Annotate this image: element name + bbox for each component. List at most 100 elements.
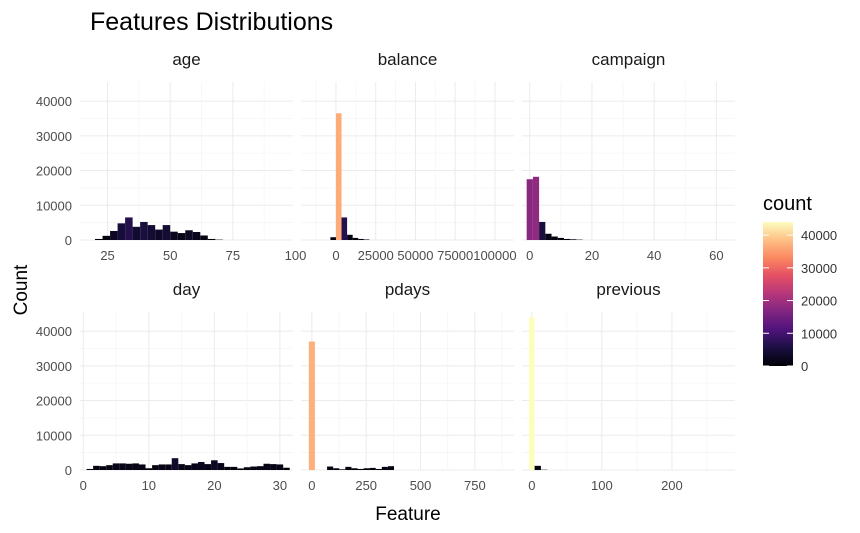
y-tick-label: 0 xyxy=(65,233,72,248)
histogram-bar xyxy=(230,466,238,470)
y-tick-label: 20000 xyxy=(36,164,72,179)
histogram-bar xyxy=(191,463,198,470)
legend-tick-label: 20000 xyxy=(801,294,837,309)
histogram-bar xyxy=(145,468,153,470)
y-tick-label: 0 xyxy=(65,463,72,478)
facet-strip-label: balance xyxy=(378,50,438,69)
x-tick-label: 75000 xyxy=(437,248,473,263)
facet-panel-pdays: pdays 0 250 500 750 xyxy=(301,280,514,493)
x-tick-label: 0 xyxy=(80,478,87,493)
histogram-bar xyxy=(347,234,353,240)
x-tick-label: 50000 xyxy=(397,248,433,263)
histogram-bar xyxy=(351,468,358,470)
histogram-bar xyxy=(345,466,352,470)
histogram-bar xyxy=(357,468,364,470)
histogram-bar xyxy=(170,231,178,240)
x-tick-label: 250 xyxy=(355,478,377,493)
histogram-bar xyxy=(330,237,336,240)
histogram-bar xyxy=(138,464,146,470)
y-tick-label: 10000 xyxy=(36,198,72,213)
x-tick-label: 40 xyxy=(647,248,661,263)
histogram-bar xyxy=(147,225,156,240)
histogram-bar xyxy=(125,463,133,470)
histogram-bar xyxy=(534,465,541,470)
histogram-bar xyxy=(270,464,277,470)
histogram-bar xyxy=(86,468,94,470)
facet-panel-age: age 25 50 75 100 0 10000 20000 30000 40000 xyxy=(36,50,307,263)
histogram-bar xyxy=(211,460,218,470)
histogram-bar xyxy=(200,235,208,240)
x-tick-label: 60 xyxy=(709,248,723,263)
histogram-bar xyxy=(327,466,334,470)
x-tick-label: 10 xyxy=(142,478,156,493)
histogram-bar xyxy=(106,465,113,470)
histogram-bar xyxy=(102,235,111,240)
histogram-bar xyxy=(358,238,364,240)
histogram-bar xyxy=(119,463,126,470)
y-axis-title: Count xyxy=(11,264,32,315)
histogram-bar xyxy=(204,464,212,470)
histogram-bar xyxy=(185,230,193,240)
histogram-bar xyxy=(152,465,159,470)
histogram-bar xyxy=(207,238,216,240)
histogram-bar xyxy=(155,229,163,240)
facet-panel-balance: balance 0 25000 50000 75000 100000 xyxy=(301,50,517,263)
histogram-bar xyxy=(283,467,290,470)
histogram-bar xyxy=(184,465,192,470)
histogram-bar xyxy=(237,468,244,470)
histogram-bar xyxy=(250,466,257,470)
x-tick-label: 200 xyxy=(661,478,683,493)
x-tick-label: 100000 xyxy=(473,248,516,263)
x-tick-label: 500 xyxy=(410,478,432,493)
histogram-bar xyxy=(557,237,564,240)
y-tick-label: 20000 xyxy=(36,394,72,409)
histogram-bar xyxy=(341,217,348,240)
histogram-bar xyxy=(563,238,571,240)
histogram-bar xyxy=(551,236,558,240)
x-tick-label: 100 xyxy=(285,248,307,263)
histogram-bar xyxy=(352,237,359,240)
legend-tick-label: 10000 xyxy=(801,326,837,341)
y-tick-label: 10000 xyxy=(36,428,72,443)
histogram-bar xyxy=(140,221,148,240)
histogram-bar xyxy=(276,464,284,470)
histogram-bar xyxy=(570,239,577,240)
histogram-bar xyxy=(125,217,133,240)
x-tick-label: 0 xyxy=(526,248,533,263)
legend-tick-label: 30000 xyxy=(801,261,837,276)
histogram-bar xyxy=(117,223,126,240)
histogram-bar xyxy=(162,225,171,240)
x-tick-label: 100 xyxy=(591,478,613,493)
histogram-bar xyxy=(217,463,225,470)
x-tick-label: 20 xyxy=(207,478,221,493)
histogram-bar xyxy=(333,468,340,470)
histogram-bar xyxy=(545,233,552,240)
histogram-bar xyxy=(256,466,264,470)
histogram-bar xyxy=(192,232,201,240)
histogram-bar xyxy=(158,464,166,470)
histogram-bar xyxy=(532,176,540,240)
histogram-bar xyxy=(363,239,370,240)
x-tick-label: 0 xyxy=(308,478,315,493)
facet-strip-label: day xyxy=(173,280,201,299)
x-tick-label: 0 xyxy=(332,248,339,263)
x-tick-label: 30 xyxy=(273,478,287,493)
y-tick-label: 30000 xyxy=(36,129,72,144)
histogram-bar xyxy=(132,226,141,240)
histogram-bar xyxy=(381,466,388,470)
histogram-bar xyxy=(177,233,186,240)
chart-title: Features Distributions xyxy=(90,8,333,36)
histogram-bar xyxy=(132,463,139,470)
histogram-bar xyxy=(263,463,271,470)
x-tick-label: 75 xyxy=(226,248,240,263)
facet-strip-label: previous xyxy=(596,280,660,299)
histogram-bar xyxy=(308,341,315,470)
color-legend: 0 10000 20000 30000 40000 xyxy=(763,222,837,374)
facet-strip-label: age xyxy=(172,50,200,69)
legend-tick-label: 40000 xyxy=(801,228,837,243)
histogram-bar xyxy=(99,466,107,470)
histogram-bar xyxy=(243,467,251,470)
